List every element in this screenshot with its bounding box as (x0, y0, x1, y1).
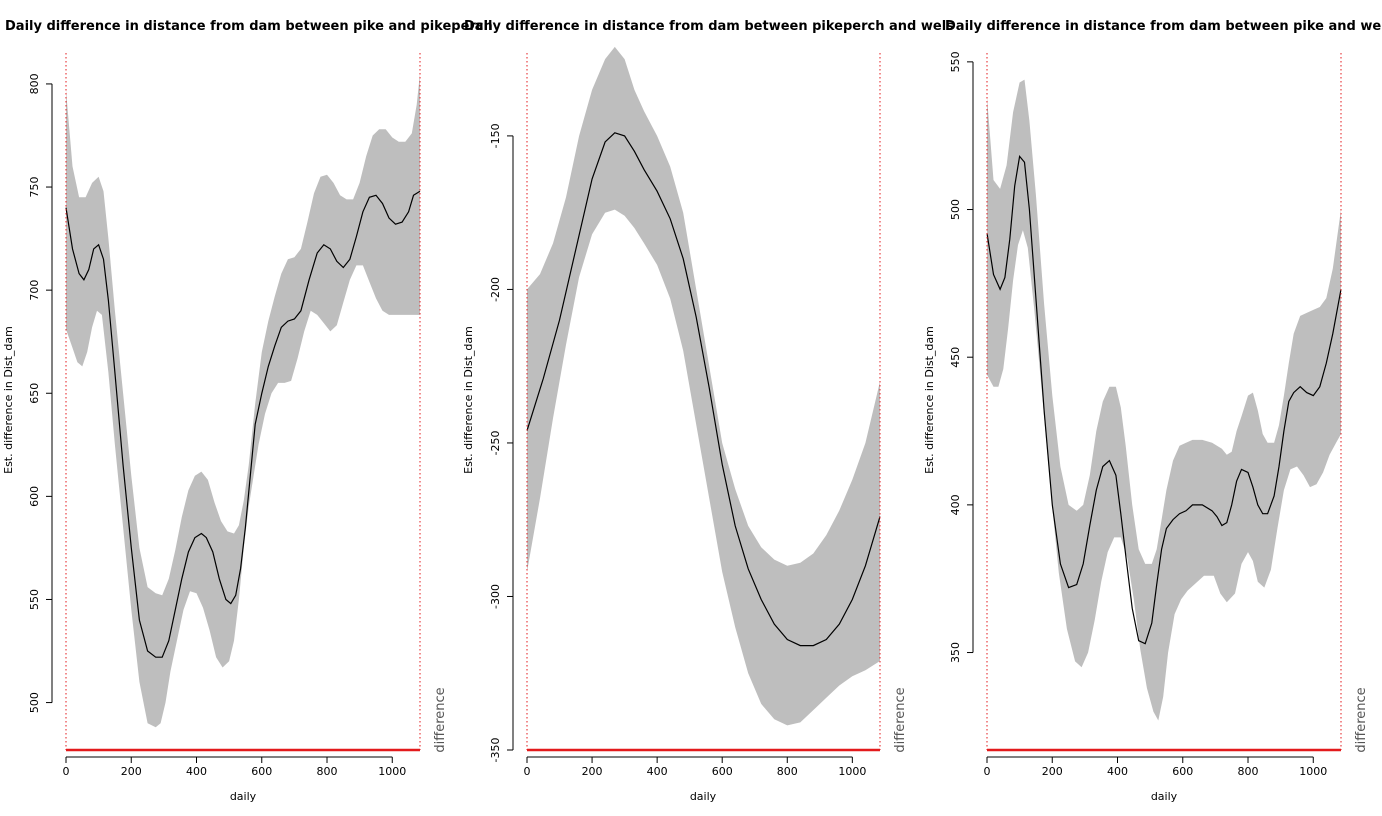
y-tick-label: 650 (28, 383, 41, 404)
x-tick-label: 600 (1172, 765, 1193, 778)
panel-3-plot: 0 200 400 600 800 1000 350 400 450 500 550 (949, 51, 1342, 778)
y-tick-label: -350 (489, 738, 502, 763)
x-tick-label: 200 (121, 765, 142, 778)
panel-2-y-axis-label: Est. difference in Dist_dam (462, 326, 475, 474)
y-tick-label: 350 (949, 642, 962, 663)
panel-2-plot: 0 200 400 600 800 1000 -150 -200 -250 -300 -350 (489, 46, 881, 778)
y-tick-label: -250 (489, 430, 502, 455)
x-tick-label: 200 (582, 765, 603, 778)
x-tick-label: 400 (186, 765, 207, 778)
panel-3-title: Daily difference in distance from dam be… (945, 19, 1382, 34)
panel-1-y-axis-label: Est. difference in Dist_dam (2, 326, 15, 474)
x-tick-label: 600 (251, 765, 272, 778)
panel-pike-wels: Daily difference in distance from dam be… (923, 19, 1382, 803)
panel-3-side-label: difference (1354, 687, 1369, 752)
panel-3-x-axis-label: daily (1151, 790, 1178, 803)
x-tick-label: 200 (1042, 765, 1063, 778)
confidence-band (66, 73, 420, 728)
panel-pike-pikeperch: Daily difference in distance from dam be… (2, 19, 493, 803)
y-tick-label: 450 (949, 347, 962, 368)
panel-2-side-label: difference (893, 687, 908, 752)
panel-1-x-axis-label: daily (230, 790, 257, 803)
y-tick-label: -300 (489, 584, 502, 609)
y-tick-label: -150 (489, 123, 502, 148)
estimate-line (986, 155, 1342, 645)
panel-1-plot: 0 200 400 600 800 1000 500 550 600 650 700 750 800 (28, 53, 421, 778)
confidence-band (527, 46, 880, 726)
x-tick-label: 0 (63, 765, 70, 778)
confidence-band (987, 79, 1341, 721)
estimate-line (65, 190, 421, 658)
y-tick-label: 600 (28, 486, 41, 507)
x-tick-label: 800 (777, 765, 798, 778)
y-tick-label: 500 (949, 199, 962, 220)
x-tick-label: 1000 (1299, 765, 1327, 778)
x-tick-label: 400 (647, 765, 668, 778)
x-tick-label: 1000 (378, 765, 406, 778)
x-tick-label: 0 (984, 765, 991, 778)
panel-3-y-axis-label: Est. difference in Dist_dam (923, 326, 936, 474)
panel-1-title: Daily difference in distance from dam be… (5, 19, 493, 34)
y-tick-label: 750 (28, 177, 41, 198)
x-tick-label: 400 (1107, 765, 1128, 778)
panel-pikeperch-wels: Daily difference in distance from dam be… (462, 19, 954, 803)
x-tick-label: 600 (712, 765, 733, 778)
estimate-line (526, 132, 881, 647)
x-tick-label: 800 (317, 765, 338, 778)
panel-1-side-label: difference (433, 687, 448, 752)
y-tick-label: 400 (949, 494, 962, 515)
panel-2-x-axis-label: daily (690, 790, 717, 803)
y-tick-label: 700 (28, 280, 41, 301)
x-tick-label: 1000 (838, 765, 866, 778)
y-tick-label: 550 (28, 589, 41, 610)
x-tick-label: 800 (1238, 765, 1259, 778)
x-tick-label: 0 (524, 765, 531, 778)
y-tick-label: 500 (28, 692, 41, 713)
y-tick-label: 800 (28, 73, 41, 94)
panel-2-title: Daily difference in distance from dam be… (464, 19, 954, 34)
y-tick-label: -200 (489, 277, 502, 302)
y-tick-label: 550 (949, 51, 962, 72)
